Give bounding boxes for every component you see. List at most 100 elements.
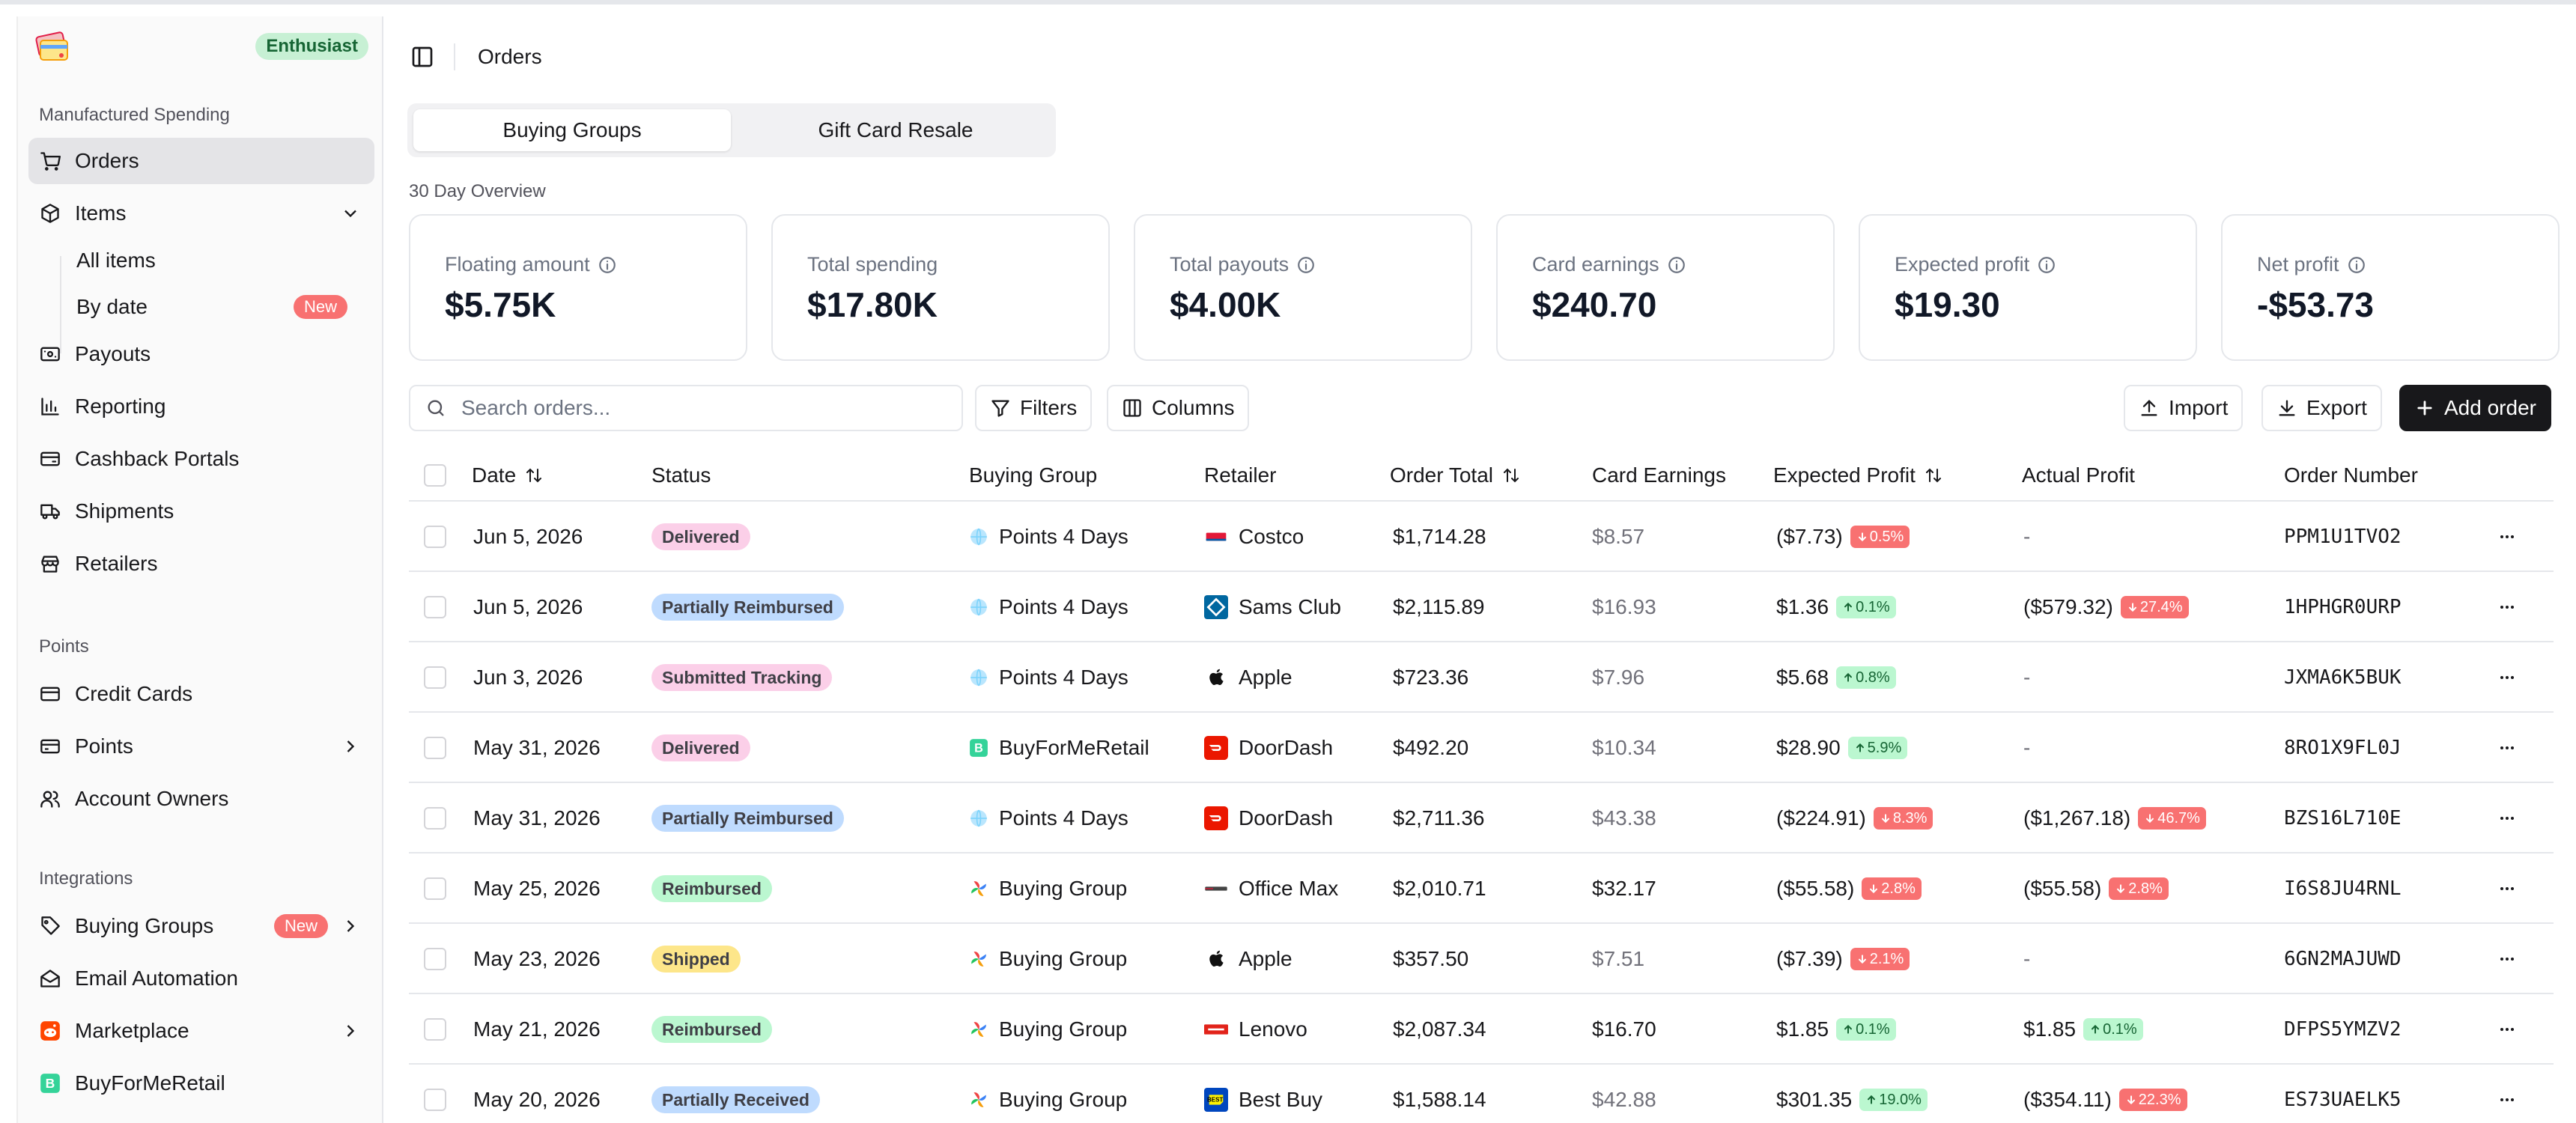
sidebar-subitem-all-items[interactable]: All items — [63, 240, 347, 281]
retailer-name: Lenovo — [1239, 1017, 1307, 1041]
card-earnings: $42.88 — [1592, 1088, 1656, 1111]
sort-icon[interactable] — [1925, 466, 1942, 484]
search-input[interactable] — [461, 396, 911, 420]
row-checkbox[interactable] — [424, 526, 446, 548]
column-header-date[interactable]: Date — [472, 449, 543, 502]
columns-button[interactable]: Columns — [1107, 385, 1250, 431]
row-checkbox[interactable] — [424, 1089, 446, 1111]
order-number: ES73UAELK5 — [2284, 1089, 2402, 1111]
select-all-checkbox[interactable] — [424, 464, 446, 487]
stat-card-value: $5.75K — [445, 285, 556, 324]
row-checkbox[interactable] — [424, 666, 446, 689]
table-row[interactable]: May 25, 2026 Reimbursed Buying Group Office… — [409, 853, 2554, 924]
more-options-icon[interactable] — [2497, 739, 2518, 757]
filters-button[interactable]: Filters — [975, 385, 1093, 431]
more-options-icon[interactable] — [2497, 880, 2518, 898]
sort-icon[interactable] — [525, 466, 543, 484]
actual-profit-value: - — [2023, 736, 2031, 759]
cell-retailer: Lenovo — [1204, 994, 1307, 1065]
sidebar-item-points[interactable]: Points — [28, 723, 374, 770]
cell-card-earnings: $16.70 — [1592, 994, 1656, 1065]
column-header-label: Order Number — [2284, 463, 2418, 487]
sidebar-item-items[interactable]: Items — [28, 190, 374, 237]
cell-card-earnings: $43.38 — [1592, 783, 1656, 853]
sidebar-toggle-icon[interactable] — [410, 45, 434, 69]
cell-buying-group: B BuyForMeRetail — [969, 713, 1149, 783]
info-icon[interactable] — [1296, 255, 1316, 275]
sidebar-item-label: Payouts — [75, 342, 151, 365]
sort-icon[interactable] — [1502, 466, 1520, 484]
table-row[interactable]: May 31, 2026 Delivered B BuyForMeRetail Door… — [409, 713, 2554, 783]
cell-retailer: Apple — [1204, 642, 1292, 713]
table-row[interactable]: Jun 3, 2026 Submitted Tracking Points 4 Da… — [409, 642, 2554, 713]
sidebar-item-label: By date — [76, 295, 148, 318]
globe-icon — [970, 809, 987, 827]
chevron-right-icon[interactable] — [340, 1020, 361, 1041]
stat-card-value: $240.70 — [1532, 285, 1657, 324]
order-number: I6S8JU4RNL — [2284, 877, 2402, 900]
order-date: May 23, 2026 — [473, 947, 601, 970]
export-button[interactable]: Export — [2261, 385, 2382, 431]
tab-buying-groups[interactable]: Buying Groups — [413, 109, 731, 151]
table-row[interactable]: May 23, 2026 Shipped Buying Group Apple $357… — [409, 924, 2554, 994]
row-checkbox[interactable] — [424, 877, 446, 900]
order-date: May 31, 2026 — [473, 806, 601, 830]
chevron-right-icon[interactable] — [340, 916, 361, 937]
tab-gift-card-resale[interactable]: Gift Card Resale — [818, 118, 973, 141]
table-row[interactable]: May 31, 2026 Partially Reimbursed Points 4… — [409, 783, 2554, 853]
sidebar-subitem-by-date[interactable]: By date New — [63, 286, 347, 328]
more-options-icon[interactable] — [2497, 1020, 2518, 1038]
sidebar-item-reporting[interactable]: Reporting — [28, 383, 374, 430]
actual-profit-value: $1.85 — [2023, 1017, 2077, 1041]
column-header-expected-profit[interactable]: Expected Profit — [1773, 449, 1942, 502]
more-options-icon[interactable] — [2497, 809, 2518, 827]
sidebar-item-buying-groups[interactable]: Buying Groups New — [28, 903, 374, 949]
column-header-order-total[interactable]: Order Total — [1390, 449, 1520, 502]
chevron-down-icon[interactable] — [340, 203, 361, 224]
order-total: $2,087.34 — [1393, 1017, 1486, 1041]
sidebar-item-email-automation[interactable]: Email Automation — [28, 955, 374, 1002]
more-options-icon[interactable] — [2497, 598, 2518, 616]
cell-order-total: $2,711.36 — [1393, 783, 1485, 853]
row-checkbox[interactable] — [424, 807, 446, 830]
import-button[interactable]: Import — [2124, 385, 2244, 431]
order-date: May 21, 2026 — [473, 1017, 601, 1041]
more-options-icon[interactable] — [2497, 669, 2518, 687]
table-row[interactable]: May 20, 2026 Partially Received Buying Gro… — [409, 1065, 2554, 1123]
table-row[interactable]: Jun 5, 2026 Delivered Points 4 Days Costco $… — [409, 502, 2554, 572]
sidebar-item-payouts[interactable]: Payouts — [28, 331, 374, 377]
table-row[interactable]: Jun 5, 2026 Partially Reimbursed Points 4 … — [409, 572, 2554, 642]
sidebar-item-credit-cards[interactable]: Credit Cards — [28, 671, 374, 717]
sidebar: Enthusiast Manufactured Spending Orders … — [16, 16, 383, 1123]
add-order-button[interactable]: Add order — [2399, 385, 2551, 431]
more-options-icon[interactable] — [2497, 950, 2518, 968]
search-box[interactable] — [409, 385, 963, 431]
cell-buying-group: Points 4 Days — [969, 502, 1128, 572]
column-header-label: Card Earnings — [1592, 463, 1726, 487]
table-row[interactable]: May 21, 2026 Reimbursed Buying Group Lenovo… — [409, 994, 2554, 1065]
row-checkbox[interactable] — [424, 596, 446, 618]
sidebar-item-shipments[interactable]: Shipments — [28, 488, 374, 535]
info-icon[interactable] — [2347, 255, 2366, 275]
info-icon[interactable] — [1667, 255, 1686, 275]
app-logo-icon[interactable] — [31, 27, 73, 69]
sidebar-item-buyformeretail[interactable]: B BuyForMeRetail — [28, 1060, 374, 1107]
sidebar-item-orders[interactable]: Orders — [28, 138, 374, 184]
row-checkbox[interactable] — [424, 737, 446, 759]
table-header: Date Status Buying Group Retailer Order … — [409, 449, 2554, 502]
row-checkbox[interactable] — [424, 948, 446, 970]
sidebar-item-retailers[interactable]: Retailers — [28, 541, 374, 587]
more-options-icon[interactable] — [2497, 1091, 2518, 1109]
sidebar-item-marketplace[interactable]: Marketplace — [28, 1008, 374, 1054]
chevron-right-icon[interactable] — [340, 736, 361, 757]
cell-order-number: 8RO1X9FL0J — [2284, 713, 2402, 783]
more-options-icon[interactable] — [2497, 528, 2518, 546]
sidebar-item-cashback-portals[interactable]: Cashback Portals — [28, 436, 374, 482]
info-icon[interactable] — [598, 255, 617, 275]
cell-date: May 21, 2026 — [473, 994, 601, 1065]
card-earnings: $7.51 — [1592, 947, 1645, 970]
info-icon[interactable] — [2037, 255, 2056, 275]
new-badge: New — [293, 295, 347, 319]
row-checkbox[interactable] — [424, 1018, 446, 1041]
sidebar-item-account-owners[interactable]: Account Owners — [28, 776, 374, 822]
